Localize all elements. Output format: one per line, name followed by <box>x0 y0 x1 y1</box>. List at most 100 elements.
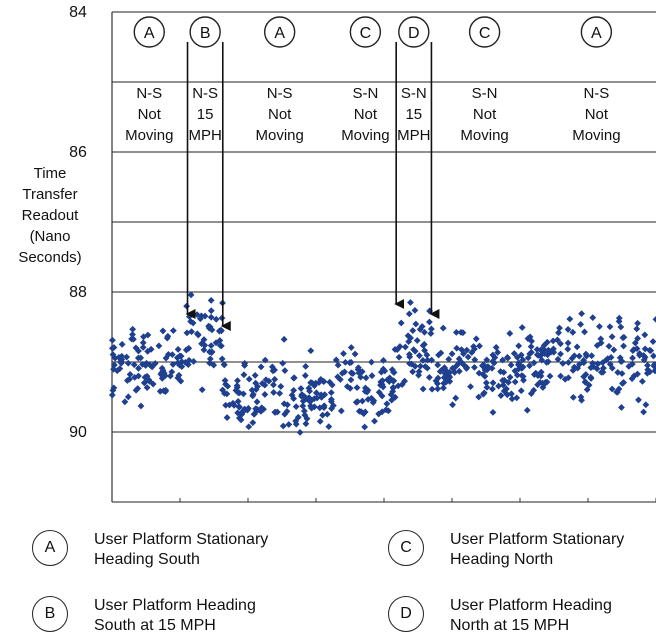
data-point <box>270 389 278 396</box>
data-point <box>434 361 442 369</box>
data-point <box>599 368 607 376</box>
data-point <box>415 368 423 375</box>
data-point <box>317 375 325 383</box>
data-point <box>234 389 242 396</box>
y-tick-label: 88 <box>69 284 87 301</box>
data-point <box>226 401 233 409</box>
data-point <box>206 323 214 331</box>
segment-marker-circle <box>349 16 382 48</box>
data-point <box>577 393 585 401</box>
data-point <box>218 355 226 363</box>
data-point <box>277 383 285 390</box>
data-point <box>589 314 597 322</box>
segment-headers: A N-S Not Moving B N-S 15 MPH A N-S Not Moving C S-N N… <box>125 16 621 144</box>
data-point <box>362 384 369 392</box>
data-point <box>500 387 508 395</box>
data-point <box>619 380 626 387</box>
data-point <box>635 396 642 404</box>
data-point <box>174 374 182 382</box>
data-point <box>297 385 305 392</box>
data-point <box>636 351 643 359</box>
data-point <box>554 355 562 363</box>
segment-code: C <box>479 25 491 42</box>
data-point <box>599 359 607 367</box>
data-point <box>325 423 333 430</box>
y-tick-label: 90 <box>69 424 87 441</box>
data-point <box>337 407 345 415</box>
data-point <box>405 310 413 318</box>
data-point <box>201 341 209 349</box>
data-point <box>647 347 655 354</box>
data-point <box>329 402 337 409</box>
data-point <box>237 416 245 424</box>
data-point <box>160 387 168 395</box>
data-point <box>565 359 572 366</box>
data-point <box>368 358 375 366</box>
segment-code: B <box>200 25 211 42</box>
data-point <box>178 358 186 366</box>
data-point <box>391 393 399 401</box>
data-point <box>499 381 507 389</box>
data-point <box>212 339 220 347</box>
data-point <box>379 383 387 391</box>
data-point <box>608 385 616 393</box>
data-point <box>489 408 497 416</box>
y-axis-label: Time Transfer Readout (Nano Seconds) <box>18 165 81 266</box>
data-point <box>631 339 639 347</box>
data-point <box>212 315 220 323</box>
data-point <box>533 346 541 353</box>
data-point <box>316 417 324 425</box>
data-point <box>594 360 602 368</box>
data-point <box>149 380 157 388</box>
data-point <box>419 385 427 393</box>
data-point <box>161 372 169 380</box>
data-point <box>251 371 259 379</box>
data-point <box>307 397 315 404</box>
data-point <box>245 423 253 431</box>
data-point <box>407 299 414 306</box>
data-point <box>123 353 131 361</box>
data-point <box>589 363 597 371</box>
data-point <box>379 377 386 385</box>
data-point <box>139 339 147 347</box>
data-point <box>434 374 442 382</box>
data-point <box>607 353 615 361</box>
data-point <box>409 368 417 376</box>
data-point <box>379 365 387 373</box>
data-point <box>375 388 383 396</box>
data-point <box>532 369 540 377</box>
data-point <box>383 400 391 408</box>
data-point <box>427 325 435 333</box>
data-point <box>620 342 627 350</box>
data-point <box>358 368 366 376</box>
segment-label: N-S Not Moving <box>255 85 303 144</box>
data-point <box>538 345 545 353</box>
data-point <box>239 407 247 415</box>
data-point <box>519 356 527 364</box>
segment-code: A <box>274 25 285 42</box>
data-point <box>347 369 355 377</box>
data-point <box>463 346 471 354</box>
data-point <box>608 364 616 372</box>
data-point <box>539 384 547 391</box>
data-point <box>249 419 257 427</box>
data-point <box>240 390 247 398</box>
data-point <box>274 408 281 416</box>
data-point <box>557 350 564 358</box>
data-point <box>175 371 183 379</box>
data-point <box>108 391 116 399</box>
data-point <box>222 380 229 388</box>
data-point <box>575 352 583 360</box>
data-point <box>371 417 378 425</box>
data-point <box>222 401 230 409</box>
data-point <box>451 369 458 376</box>
data-point <box>506 330 514 337</box>
data-point <box>427 330 435 337</box>
data-point <box>409 327 417 334</box>
data-point <box>216 342 224 349</box>
data-point <box>290 374 298 382</box>
data-point <box>411 307 419 314</box>
data-point <box>634 319 641 327</box>
data-point <box>617 323 625 331</box>
data-point <box>580 356 587 364</box>
